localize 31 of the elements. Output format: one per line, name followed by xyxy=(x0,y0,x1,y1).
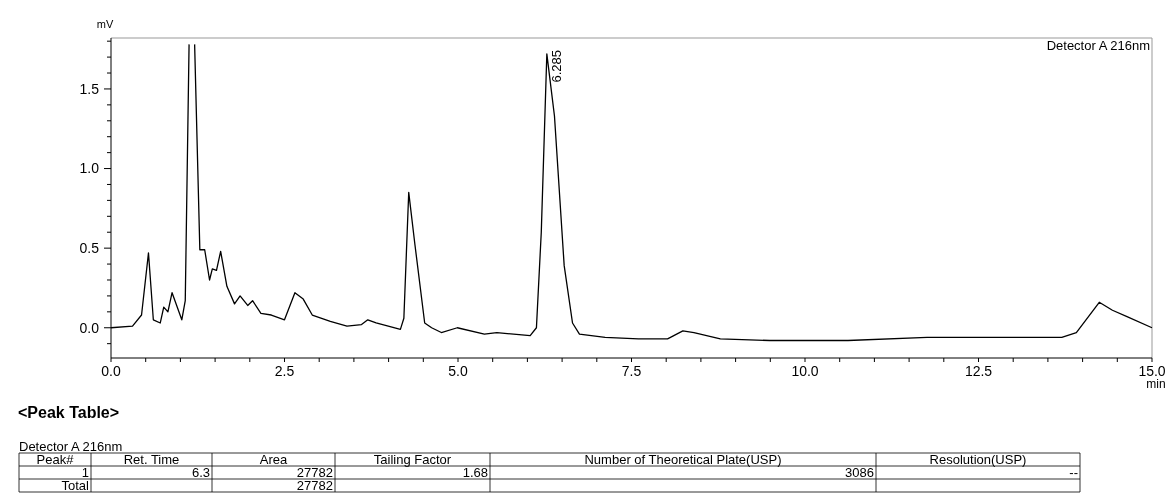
y-tick-label: 1.5 xyxy=(79,80,100,97)
text: Ret. Time xyxy=(123,452,180,467)
x-axis-title: min xyxy=(1146,377,1166,391)
y-tick-label: 0.0 xyxy=(79,319,100,336)
annotation: Detector A 216nm xyxy=(1046,38,1150,53)
x-tick-label: 2.5 xyxy=(274,363,295,379)
x-tick-label: 15.0 xyxy=(1138,363,1166,379)
text: 1 xyxy=(81,465,89,480)
text: 6.3 xyxy=(191,465,210,480)
x-tick-label: 12.5 xyxy=(964,363,993,379)
text: Resolution(USP) xyxy=(929,452,1027,467)
text: Detector A 216nm xyxy=(19,439,123,454)
text: -- xyxy=(1069,465,1078,480)
text: 3086 xyxy=(845,465,874,480)
x-tick-label: 0.0 xyxy=(101,363,121,379)
x-tick-label: 7.5 xyxy=(621,363,642,379)
text: Number of Theoretical Plate(USP) xyxy=(584,452,782,467)
x-tick-label: 10.0 xyxy=(791,363,819,379)
text: 27782 xyxy=(296,465,333,480)
text: Tailing Factor xyxy=(373,452,452,467)
text: 27782 xyxy=(296,478,333,493)
y-axis-title: mV xyxy=(96,18,114,30)
text: Area xyxy=(259,452,288,467)
text: Total xyxy=(61,478,90,493)
text: <Peak Table> xyxy=(18,404,120,421)
x-tick-label: 5.0 xyxy=(448,363,468,379)
annotation: 6.285 xyxy=(549,49,565,83)
y-tick-label: 1.0 xyxy=(79,160,100,177)
text: Peak# xyxy=(36,452,75,467)
text: 1.68 xyxy=(462,465,488,480)
y-tick-label: 0.5 xyxy=(79,240,100,257)
